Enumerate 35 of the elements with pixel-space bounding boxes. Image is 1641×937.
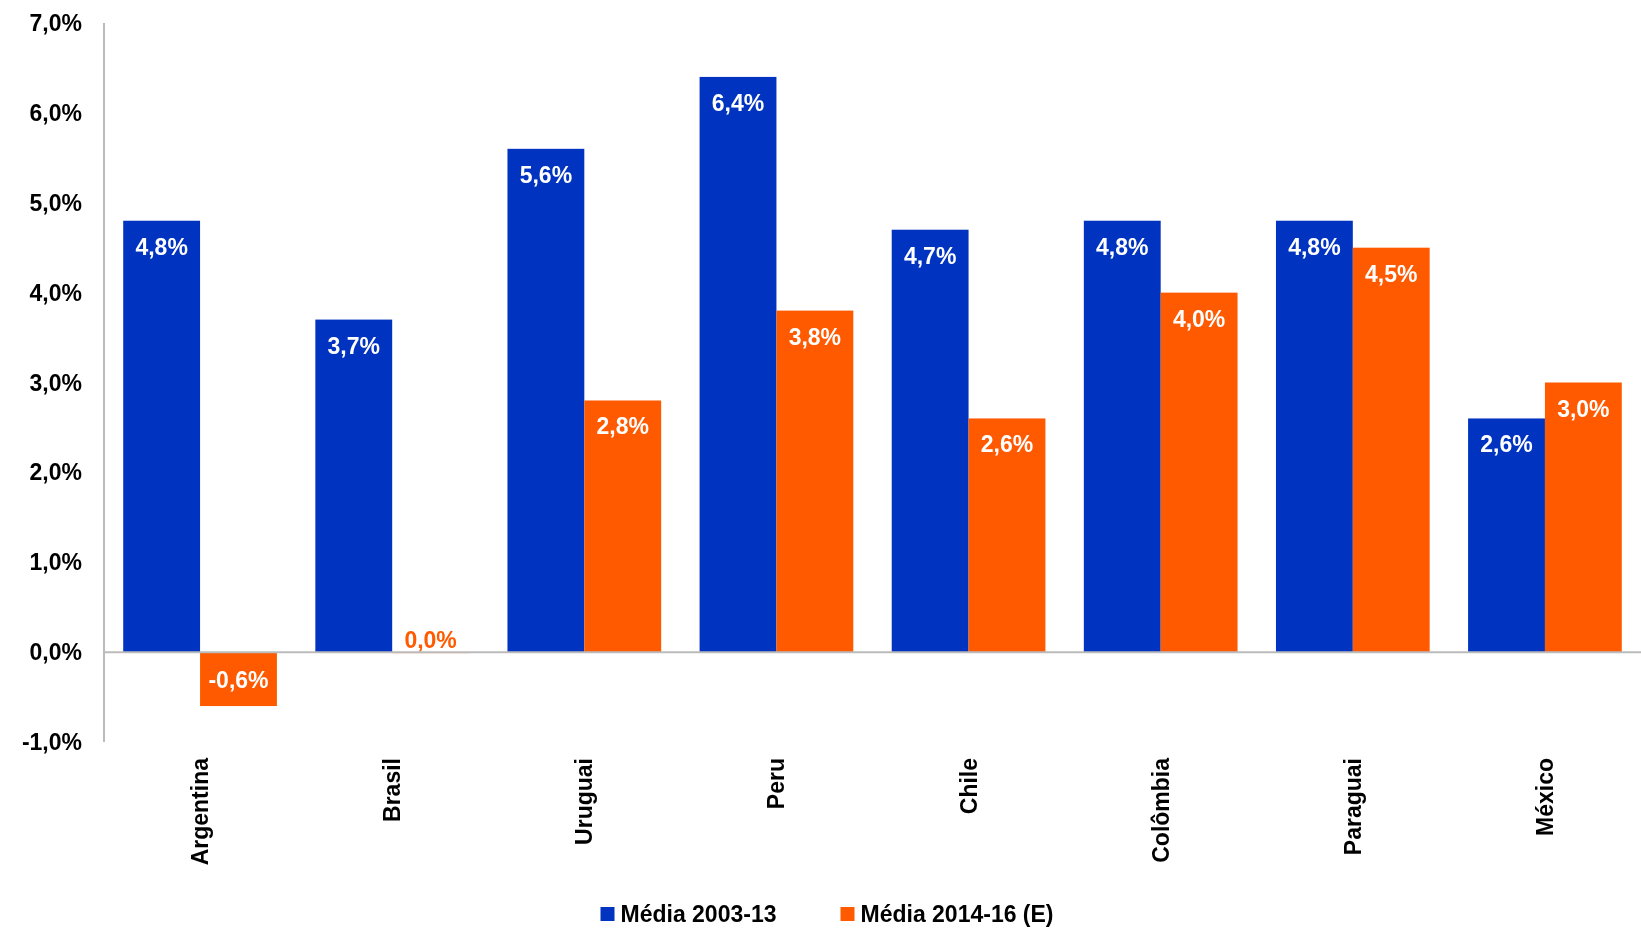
data-label: 4,0% [1172, 305, 1226, 332]
y-tick-label: 6,0% [29, 99, 82, 126]
x-tick-label: Brasil [379, 758, 406, 822]
y-tick-label: 7,0% [29, 10, 82, 36]
x-tick-label: México [1531, 758, 1558, 836]
data-label: 4,8% [135, 233, 188, 260]
x-tick-label: Colômbia [1147, 757, 1174, 863]
y-tick-label: 1,0% [29, 549, 82, 576]
data-label: 4,7% [903, 242, 957, 269]
y-tick-label: 4,0% [29, 279, 82, 306]
data-label: 5,6% [519, 161, 573, 188]
y-tick-label: -1,0% [21, 729, 82, 755]
x-tick-label: Argentina [187, 757, 214, 866]
data-label: 3,8% [788, 323, 842, 350]
x-tick-label: Chile [955, 758, 982, 815]
data-label: 3,0% [1557, 395, 1610, 422]
legend-label: Média 2014-16 (E) [860, 901, 1054, 927]
x-tick-label: Uruguai [571, 758, 598, 845]
data-label: 2,6% [980, 431, 1034, 458]
data-label: 2,8% [596, 413, 649, 440]
data-label: 4,8% [1288, 233, 1341, 260]
data-label: 0,0% [404, 627, 457, 654]
y-tick-label: 3,0% [29, 369, 82, 396]
y-tick-label: 2,0% [29, 459, 82, 486]
x-tick-label: Paraguai [1339, 758, 1366, 856]
y-tick-label: 5,0% [29, 189, 82, 216]
legend-label: Média 2003-13 [620, 901, 777, 927]
data-label: 4,8% [1096, 233, 1149, 260]
y-tick-label: 0,0% [29, 639, 82, 666]
x-tick-label: Peru [763, 758, 790, 810]
data-label: 6,4% [711, 89, 765, 116]
data-label: 3,7% [327, 332, 380, 359]
data-label: 2,6% [1480, 431, 1533, 458]
data-label: 4,5% [1365, 260, 1418, 287]
data-label: -0,6% [208, 667, 269, 694]
